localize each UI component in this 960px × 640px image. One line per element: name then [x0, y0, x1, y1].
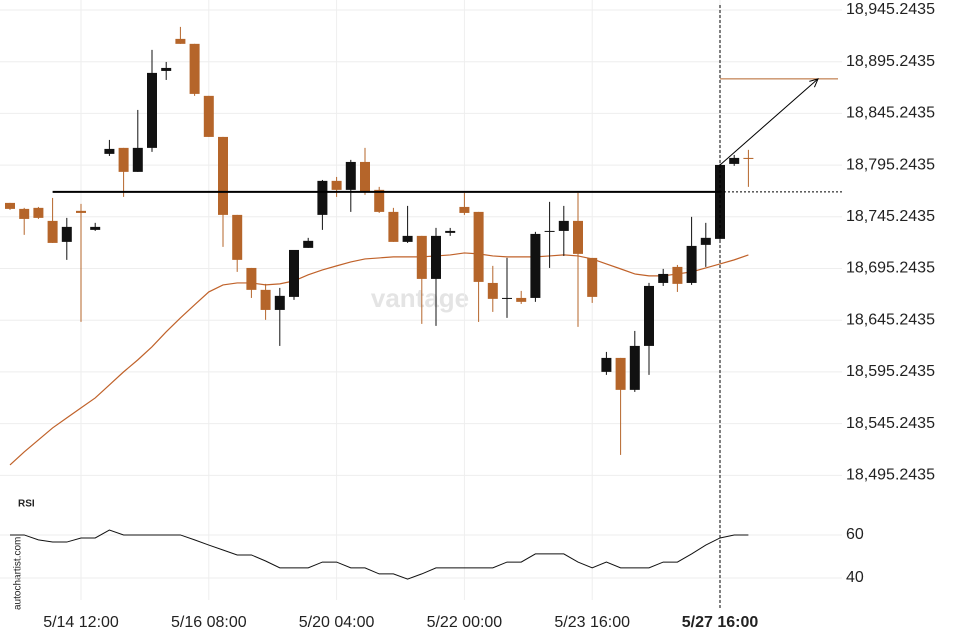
candle-body — [473, 211, 484, 282]
candle-body — [658, 273, 669, 283]
x-tick-label: 5/20 04:00 — [299, 614, 375, 631]
candle-body — [544, 230, 555, 232]
candle-body — [402, 235, 413, 242]
candle-body — [686, 245, 697, 283]
arrow-head — [809, 78, 819, 88]
candle-body — [104, 148, 115, 154]
candle-body — [558, 220, 569, 231]
x-tick-label: 5/22 00:00 — [427, 614, 503, 631]
candle-body — [33, 207, 44, 218]
candle-body — [530, 233, 541, 298]
y-tick-label: 18,495.2435 — [846, 467, 935, 484]
candle-body — [161, 67, 172, 71]
candle-body — [374, 189, 385, 212]
y-tick-label: 18,545.2435 — [846, 415, 935, 432]
candle-body — [487, 282, 498, 299]
rsi-line — [10, 529, 749, 580]
candle-body — [331, 180, 342, 190]
candle-body — [274, 295, 285, 310]
candle-body — [260, 289, 271, 310]
y-tick-label: 18,595.2435 — [846, 363, 935, 380]
candle-body — [587, 257, 598, 297]
candle-body — [388, 211, 399, 242]
x-tick-label: 5/23 16:00 — [554, 614, 630, 631]
candle-body — [317, 180, 328, 215]
target-arrow — [719, 78, 819, 166]
candle-body — [132, 147, 143, 172]
candle-body — [502, 297, 512, 299]
candle-body — [90, 226, 101, 230]
y-tick-label: 18,845.2435 — [846, 105, 935, 122]
candle-body — [729, 157, 740, 164]
candle-body — [672, 266, 683, 284]
candle-body — [289, 249, 299, 297]
candle-body — [360, 161, 370, 192]
y-tick-label: 18,645.2435 — [846, 311, 935, 328]
rsi-tick-label: 60 — [846, 526, 864, 543]
candle-body — [615, 357, 626, 390]
candle-body — [19, 208, 30, 219]
candle-body — [76, 210, 86, 213]
candle-body — [232, 214, 243, 260]
y-tick-label: 18,795.2435 — [846, 156, 935, 173]
source: autochartist.com — [13, 537, 24, 610]
candle-body — [246, 267, 257, 290]
candle-body — [516, 297, 527, 302]
candle-body — [459, 206, 470, 213]
candle-body — [629, 345, 640, 390]
candle-body — [189, 43, 200, 94]
candle-body — [147, 72, 157, 148]
candle-body — [203, 95, 214, 137]
candle-body — [303, 240, 314, 248]
candle-body — [445, 230, 456, 233]
candle-body — [175, 38, 186, 44]
candle-body — [47, 220, 58, 243]
candle-body — [431, 235, 441, 279]
x-tick-label: 5/27 16:00 — [682, 614, 759, 631]
candle-body — [644, 285, 654, 346]
watermark: vantage — [371, 283, 469, 313]
y-tick-label: 18,945.2435 — [846, 1, 935, 18]
x-tick-label: 5/14 12:00 — [43, 614, 119, 631]
y-tick-label: 18,745.2435 — [846, 208, 935, 225]
y-tick-label: 18,895.2435 — [846, 53, 935, 70]
candle-body — [416, 235, 427, 279]
x-tick-label: 5/16 08:00 — [171, 614, 247, 631]
rsi-title: RSI — [18, 499, 35, 510]
rsi-tick-label: 40 — [846, 569, 864, 586]
candle-body — [700, 237, 711, 245]
candle-body — [5, 202, 15, 209]
candle-body — [743, 157, 754, 159]
candle-body — [601, 357, 612, 372]
candle-body — [61, 226, 72, 242]
moving-average — [9, 252, 749, 466]
candle-body — [573, 220, 583, 254]
y-tick-label: 18,695.2435 — [846, 260, 935, 277]
candle-body — [345, 161, 356, 190]
candle-body — [218, 136, 228, 215]
candle-body — [118, 147, 129, 172]
